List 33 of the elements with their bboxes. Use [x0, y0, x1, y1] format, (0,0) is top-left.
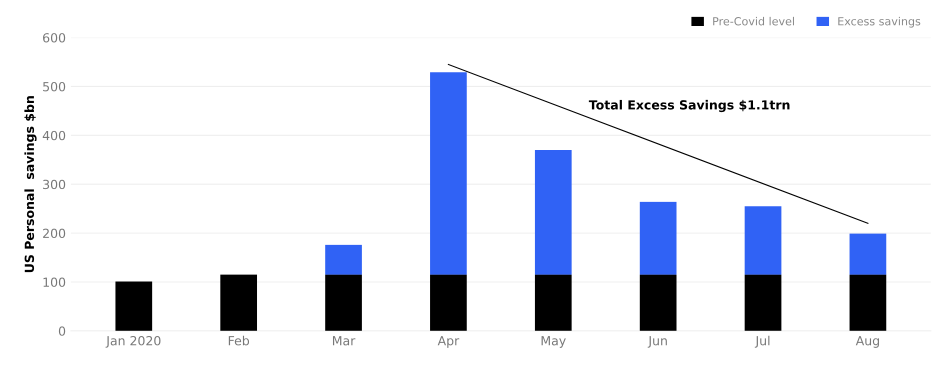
bar — [534, 274, 572, 331]
x-tick-label: Aug — [856, 336, 879, 348]
x-tick-label: Jan 2020 — [106, 336, 160, 348]
annotation: Total Excess Savings $1.1trn — [588, 100, 790, 112]
y-tick-label: 200 — [43, 228, 66, 238]
x-tick-label: May — [542, 336, 566, 348]
x-tick-label: Jun — [648, 336, 667, 348]
y-axis-title: US Personal savings $bn — [24, 96, 37, 272]
x-tick-label: Mar — [332, 336, 356, 346]
legend-label: Excess savings — [838, 16, 920, 28]
bar — [850, 274, 886, 331]
bar — [640, 274, 677, 331]
y-tick-label: 600 — [43, 33, 66, 43]
y-tick-label: 100 — [44, 277, 66, 287]
y-tick-label: 300 — [43, 180, 66, 190]
x-tick-label: Feb — [228, 336, 250, 346]
bar — [325, 274, 362, 331]
bar — [115, 282, 152, 331]
bar — [220, 274, 258, 331]
y-tick-label: 0 — [58, 326, 66, 336]
bar — [534, 150, 572, 275]
x-tick-label: Apr — [438, 336, 460, 348]
bar — [325, 244, 362, 275]
bar — [744, 206, 782, 275]
x-tick-label: Jul — [754, 336, 770, 348]
legend-label: Pre-Covid level — [713, 16, 794, 26]
bar — [430, 274, 467, 331]
y-tick-label: 500 — [43, 82, 66, 92]
bar — [640, 202, 677, 275]
bar — [744, 274, 782, 331]
bar — [430, 72, 467, 275]
y-tick-label: 400 — [42, 130, 66, 140]
bar — [850, 234, 886, 275]
